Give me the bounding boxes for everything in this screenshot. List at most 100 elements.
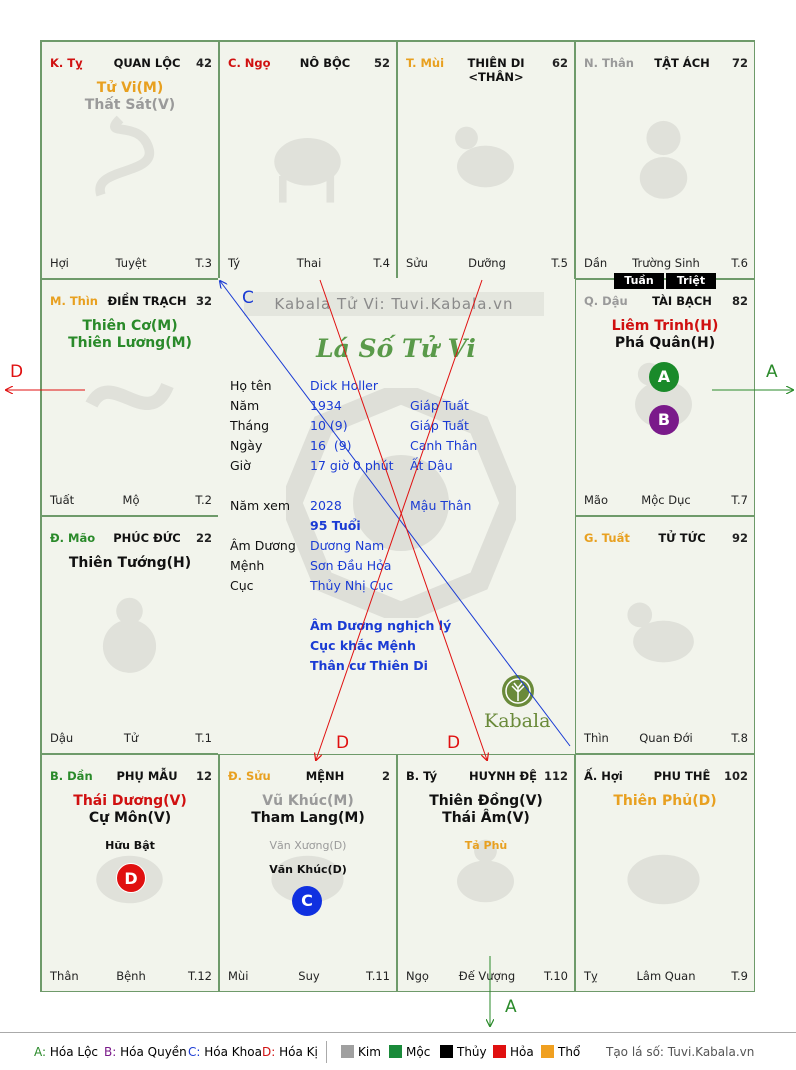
triet-label: Triệt	[666, 273, 716, 289]
value-nam-xem-can-chi: Mậu Thân	[410, 498, 472, 513]
palace-name: TẬT ÁCH	[654, 56, 710, 70]
arrow-label-a-bottom: A	[505, 997, 517, 1017]
minor-star: Hữu Bật	[105, 839, 155, 852]
value-tuoi: 95 Tuổi	[310, 518, 361, 533]
value-nam-xem: 2028	[310, 498, 342, 513]
foot-branch: Dậu	[50, 731, 74, 745]
pig-watermark-icon	[627, 854, 700, 905]
foot-branch: Ngọ	[406, 969, 429, 983]
palace-menh: Đ. Sửu MỆNH 2 Vũ Khúc(M) Tham Lang(M) Văn X…	[219, 754, 397, 992]
value-am-duong: Dương Nam	[310, 538, 385, 553]
foot-stage: Mộ	[122, 493, 140, 507]
foot-stage: Mộc Dục	[641, 493, 691, 507]
swatch-moc	[389, 1045, 402, 1058]
age: 12	[195, 769, 212, 783]
minor-star: Văn Khúc(D)	[269, 863, 347, 876]
foot-branch: Thìn	[584, 731, 609, 745]
can-chi: N. Thân	[584, 56, 634, 70]
legend-key: B:	[104, 1045, 117, 1059]
foot-stage: Đế Vượng	[458, 969, 516, 983]
main-star: Thái Dương(V)	[73, 793, 187, 809]
age: 52	[373, 56, 390, 70]
palace-name: QUAN LỘC	[113, 56, 181, 70]
foot-branch: Tuất	[50, 493, 75, 507]
legend-text: Hóa Lộc	[49, 1045, 99, 1059]
label-nam-xem: Năm xem	[230, 498, 291, 513]
age: 82	[731, 294, 748, 308]
snake-watermark-icon	[95, 115, 155, 197]
horse-watermark-icon	[274, 138, 341, 203]
palace-phu-mau: B. Dần PHỤ MẪU 12 Thái Dương(V) Cự Môn(V) H…	[41, 754, 219, 992]
legend-moc: Mộc	[389, 1045, 430, 1059]
palace-phu-the: Ấ. Hợi PHU THÊ 102 Thiên Phủ(D) Tỵ Lâm Quan…	[575, 754, 755, 992]
age: 112	[543, 769, 568, 783]
value-cuc: Thủy Nhị Cục	[310, 578, 394, 593]
main-star: Thiên Đồng(V)	[429, 793, 543, 809]
label-thang: Tháng	[230, 418, 270, 433]
palace-name: PHỤ MẪU	[116, 769, 178, 783]
arrow-label-c: C	[242, 288, 254, 308]
label-ngay: Ngày	[230, 438, 263, 453]
cat-watermark-icon	[102, 597, 157, 673]
foot-code: T.4	[373, 256, 390, 270]
swatch-kim	[341, 1045, 354, 1058]
arrow-label-d-left: D	[10, 362, 24, 382]
legend-hoa-loc: A: Hóa Lộc	[34, 1045, 98, 1059]
value-nam: 1934	[310, 398, 342, 413]
main-star: Cự Môn(V)	[88, 810, 172, 826]
foot-stage: Bệnh	[116, 969, 146, 983]
foot-stage: Lâm Quan	[636, 969, 696, 983]
foot-code: T.5	[551, 256, 568, 270]
palace-phuc-duc: Đ. Mão PHÚC ĐỨC 22 Thiên Tướng(H) Dậu Tử T.1	[41, 516, 219, 754]
can-chi: M. Thìn	[50, 294, 98, 308]
palace-quan-loc: K. Tỵ QUAN LỘC 42 Tử Vi(M) Thất Sát(V) Hợi T…	[41, 41, 219, 279]
hoa-ki-badge: D	[116, 863, 146, 893]
can-chi: Q. Dậu	[584, 294, 628, 308]
legend-thuy: Thủy	[440, 1045, 487, 1059]
age: 22	[195, 531, 212, 545]
foot-branch: Tý	[228, 256, 241, 270]
dragon-watermark-icon	[85, 382, 174, 410]
main-star: Thiên Tướng(H)	[68, 555, 192, 571]
palace-tat-ach: N. Thân TẬT ÁCH 72 Dần Trường Sinh T.6	[575, 41, 755, 279]
palace-tai-bach: Q. Dậu TÀI BẠCH 82 Liêm Trinh(H) Phá Quân(H…	[575, 279, 755, 516]
swatch-thuy	[440, 1045, 453, 1058]
legend-text: Mộc	[406, 1045, 431, 1059]
hoa-loc-badge: A	[649, 362, 679, 392]
palace-no-boc: C. Ngọ NÔ BỘC 52 Tý Thai T.4	[219, 41, 397, 279]
ki-line-2	[319, 279, 487, 760]
bagua-watermark-icon	[286, 388, 516, 618]
foot-branch: Mão	[584, 493, 609, 507]
palace-name: NÔ BỘC	[299, 56, 351, 70]
legend-hoa-quyen: B: Hóa Quyền	[104, 1045, 187, 1059]
legend-hoa-khoa: C: Hóa Khoa	[188, 1045, 262, 1059]
age: 102	[723, 769, 748, 783]
main-star: Tham Lang(M)	[251, 810, 365, 826]
foot-stage: Quan Đới	[639, 731, 693, 745]
main-star: Vũ Khúc(M)	[262, 793, 354, 809]
kabala-logo-text: Kabala	[484, 710, 551, 732]
age: 2	[381, 769, 390, 783]
can-chi: B. Tý	[406, 769, 438, 783]
value-gio: 17 giờ 0 phút	[310, 458, 394, 473]
legend-text: Kim	[358, 1045, 381, 1059]
foot-code: T.11	[366, 969, 390, 983]
label-nam: Năm	[230, 398, 260, 413]
legend-key: A:	[34, 1045, 47, 1059]
legend-text: Hóa Khoa	[204, 1045, 262, 1059]
minor-star: Văn Xương(D)	[269, 839, 347, 852]
legend-kim: Kim	[341, 1045, 381, 1059]
palace-huynh-de: B. Tý HUYNH ĐỆ 112 Thiên Đồng(V) Thái Âm(V)…	[397, 754, 575, 992]
site-credit: Tạo lá số: Tuvi.Kabala.vn	[606, 1045, 755, 1059]
foot-branch: Dần	[584, 256, 608, 270]
kabala-tree-icon	[502, 675, 534, 707]
main-star: Thiên Phủ(D)	[613, 793, 717, 809]
palace-name: PHU THÊ	[653, 769, 711, 783]
palace-name: PHÚC ĐỨC	[113, 531, 181, 545]
label-ho-ten: Họ tên	[230, 378, 272, 393]
ki-line-1	[316, 279, 483, 760]
foot-branch: Mùi	[228, 969, 249, 983]
can-chi: T. Mùi	[406, 56, 445, 70]
foot-code: T.8	[731, 731, 748, 745]
legend-text: Thủy	[457, 1045, 487, 1059]
